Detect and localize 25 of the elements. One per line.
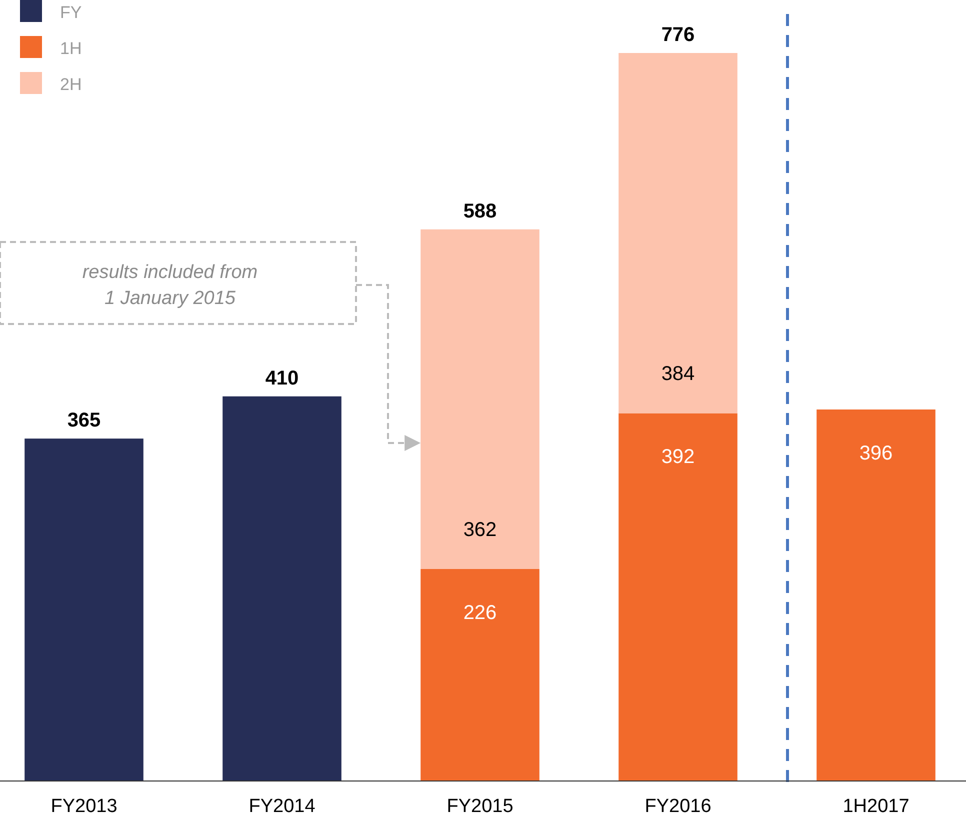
legend-label: FY	[60, 3, 82, 22]
x-tick-label: FY2014	[248, 796, 316, 817]
bar	[420, 229, 540, 569]
bar	[618, 413, 738, 781]
bar	[24, 438, 144, 781]
data-label: 362	[463, 518, 497, 541]
legend-label: 1H	[60, 39, 82, 58]
bar	[618, 53, 738, 414]
total-label: 588	[463, 200, 497, 222]
legend-label: 2H	[60, 75, 82, 94]
bar	[222, 396, 342, 781]
total-label: 776	[661, 24, 695, 46]
x-tick-label: FY2015	[446, 796, 514, 817]
data-label: 384	[661, 363, 695, 386]
x-tick-label: FY2016	[644, 796, 712, 817]
data-label: 226	[463, 602, 497, 624]
data-label: 410	[265, 367, 299, 390]
x-tick-label: 1H2017	[842, 796, 910, 817]
bar	[816, 409, 936, 781]
annotation: results included from 1 January 2015	[82, 262, 258, 309]
data-label: 392	[661, 446, 695, 468]
bar	[420, 568, 540, 781]
data-label: 396	[859, 442, 893, 464]
data-label: 365	[67, 410, 101, 432]
x-tick-label: FY2013	[50, 796, 118, 817]
